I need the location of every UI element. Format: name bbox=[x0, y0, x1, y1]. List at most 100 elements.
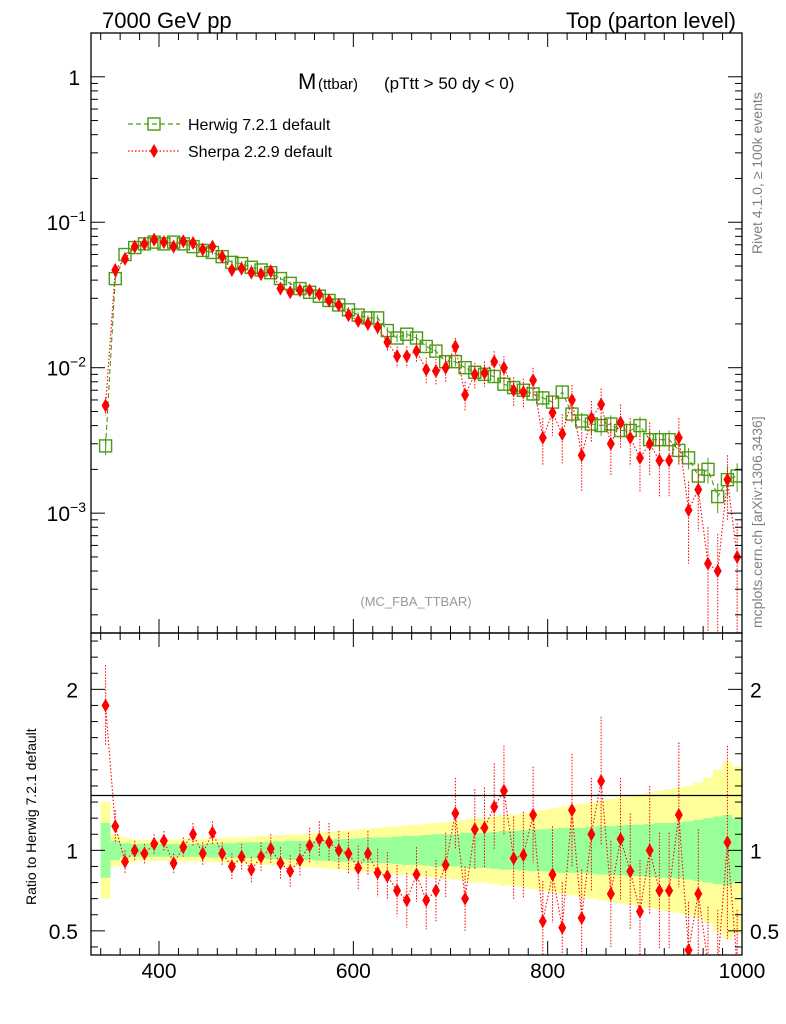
ratio-sherpa-point bbox=[227, 859, 236, 874]
ratio-sherpa-point bbox=[704, 956, 712, 970]
ratio-sherpa-point bbox=[305, 838, 314, 853]
sherpa-point bbox=[266, 264, 275, 279]
x-tick-label: 400 bbox=[141, 960, 176, 983]
sherpa-point bbox=[198, 242, 207, 257]
sherpa-point bbox=[694, 482, 703, 497]
ratio-y-axis-label: Ratio to Herwig 7.2.1 default bbox=[23, 728, 39, 905]
ratio-sherpa-point bbox=[441, 857, 450, 872]
sherpa-point bbox=[276, 281, 285, 296]
sherpa-point bbox=[645, 436, 654, 451]
ratio-sherpa-point bbox=[179, 840, 188, 855]
ratio-sherpa-point bbox=[558, 920, 567, 935]
ratio-sherpa-point bbox=[674, 807, 683, 822]
y-tick-label: 10−1 bbox=[47, 208, 87, 235]
sherpa-point bbox=[121, 251, 130, 266]
sherpa-point bbox=[616, 415, 625, 430]
sherpa-line bbox=[105, 238, 738, 573]
ratio-sherpa-point bbox=[189, 827, 198, 842]
sherpa-point bbox=[431, 363, 440, 378]
ratio-sherpa-point bbox=[208, 825, 217, 840]
sherpa-point bbox=[363, 316, 372, 331]
ratio-sherpa-point bbox=[295, 853, 304, 868]
ratio-sherpa-point bbox=[412, 867, 421, 882]
y-tick-label: 10−3 bbox=[47, 499, 87, 526]
herwig-point bbox=[711, 489, 725, 504]
sherpa-point bbox=[684, 503, 693, 518]
ratio-sherpa-point bbox=[101, 698, 110, 713]
ratio-sherpa-point bbox=[645, 843, 654, 858]
sherpa-point bbox=[606, 436, 615, 451]
sherpa-point bbox=[509, 383, 518, 398]
herwig-point bbox=[429, 344, 443, 358]
ratio-sherpa-point bbox=[431, 883, 440, 898]
rivet-version-label: Rivet 4.1.0, ≥ 100k events bbox=[749, 92, 765, 254]
ratio-sherpa-point bbox=[334, 843, 343, 858]
herwig-line bbox=[105, 241, 738, 498]
sherpa-point bbox=[286, 285, 295, 300]
herwig-point bbox=[419, 339, 433, 354]
sherpa-point bbox=[597, 397, 606, 412]
ratio-sherpa-point bbox=[373, 865, 382, 880]
ratio-sherpa-point bbox=[276, 856, 285, 871]
title-main: M bbox=[298, 69, 316, 94]
ratio-sherpa-point bbox=[451, 806, 460, 821]
sherpa-point bbox=[713, 564, 722, 579]
sherpa-point bbox=[470, 367, 479, 382]
ratio-sherpa-point bbox=[490, 799, 499, 814]
sherpa-point bbox=[422, 362, 431, 377]
ratio-y-tick-label-left: 1 bbox=[66, 840, 78, 863]
herwig-point bbox=[458, 361, 472, 375]
ratio-plot-frame bbox=[90, 632, 743, 956]
herwig-point bbox=[652, 432, 667, 447]
analysis-watermark: (MC_FBA_TTBAR) bbox=[360, 594, 471, 609]
ratio-sherpa-point bbox=[383, 869, 392, 884]
ratio-sherpa-point bbox=[130, 843, 139, 858]
plot-title: M (ttbar) (pTtt > 50 dy < 0) bbox=[298, 69, 514, 94]
ratio-sherpa-point bbox=[315, 832, 324, 847]
herwig-point bbox=[633, 418, 647, 433]
ratio-sherpa-point bbox=[111, 819, 120, 834]
sherpa-point bbox=[237, 261, 246, 276]
header-left: 7000 GeV pp bbox=[102, 8, 232, 33]
ratio-sherpa-point bbox=[354, 861, 363, 876]
herwig-point bbox=[681, 451, 696, 465]
sherpa-point bbox=[665, 453, 674, 468]
sherpa-point bbox=[179, 234, 188, 249]
ratio-sherpa-point bbox=[694, 886, 703, 901]
herwig-point bbox=[565, 407, 579, 421]
sherpa-point bbox=[480, 365, 489, 380]
sherpa-point bbox=[111, 262, 120, 277]
ratio-sherpa-point bbox=[567, 803, 576, 818]
ratio-y-tick-label-right: 0.5 bbox=[750, 921, 779, 944]
sherpa-point bbox=[587, 411, 596, 426]
ratio-sherpa-point bbox=[461, 891, 470, 906]
sherpa-point bbox=[130, 239, 139, 254]
sherpa-point bbox=[558, 427, 567, 442]
sherpa-point bbox=[461, 387, 470, 402]
ratio-y-tick-label-right: 1 bbox=[750, 840, 762, 863]
sherpa-point bbox=[567, 392, 576, 407]
sherpa-point bbox=[635, 450, 644, 465]
sherpa-point bbox=[315, 287, 324, 302]
sherpa-point bbox=[412, 344, 421, 359]
sherpa-point bbox=[723, 472, 732, 487]
ratio-sherpa-point bbox=[655, 883, 664, 898]
sherpa-point bbox=[655, 453, 664, 468]
ratio-y-tick-label-left: 2 bbox=[66, 679, 78, 702]
sherpa-point bbox=[150, 232, 159, 247]
sherpa-point bbox=[499, 360, 508, 375]
ratio-sherpa-point bbox=[266, 841, 275, 856]
x-tick-label: 800 bbox=[530, 960, 565, 983]
y-tick-label: 10−2 bbox=[47, 354, 87, 381]
sherpa-point bbox=[441, 360, 450, 375]
ratio-y-tick-label-right: 2 bbox=[750, 679, 762, 702]
herwig-point bbox=[98, 439, 113, 453]
ratio-sherpa-point bbox=[159, 833, 168, 848]
ratio-sherpa-point bbox=[509, 851, 518, 866]
ratio-sherpa-point bbox=[587, 827, 596, 842]
herwig-point bbox=[526, 387, 540, 401]
sherpa-point bbox=[703, 556, 712, 571]
herwig-point bbox=[536, 391, 550, 405]
ratio-sherpa-point bbox=[344, 846, 353, 861]
ratio-sherpa-point bbox=[247, 862, 256, 877]
